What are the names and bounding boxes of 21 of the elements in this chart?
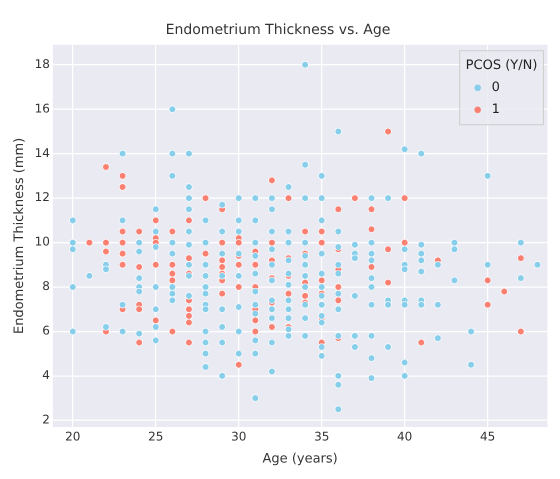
x-tick-label: 30	[231, 429, 246, 444]
y-tick-label: 12	[34, 190, 50, 204]
legend-title: PCOS (Y/N)	[466, 58, 538, 74]
y-tick-label: 6	[42, 324, 50, 338]
x-axis-title: Age (years)	[262, 452, 338, 467]
y-tick-label: 18	[34, 56, 50, 71]
y-tick-label: 2	[42, 412, 50, 426]
y-tick-label: 4	[42, 368, 50, 382]
y-tick-label: 10	[34, 234, 50, 249]
x-tick-label: 25	[148, 429, 164, 444]
y-axis-title: Endometrium Thickness (mm)	[12, 138, 28, 334]
chart-title: Endometrium Thickness vs. Age	[166, 22, 390, 38]
x-tick-label: 20	[65, 429, 80, 444]
y-tick-label: 16	[34, 101, 50, 116]
legend-label: 0	[492, 80, 500, 96]
x-tick-label: 40	[397, 429, 412, 444]
legend-label: 1	[492, 102, 500, 118]
y-tick-label: 8	[42, 279, 50, 294]
y-tick-label: 14	[34, 146, 50, 160]
x-tick-label: 35	[314, 429, 330, 444]
x-tick-label: 45	[480, 429, 496, 444]
